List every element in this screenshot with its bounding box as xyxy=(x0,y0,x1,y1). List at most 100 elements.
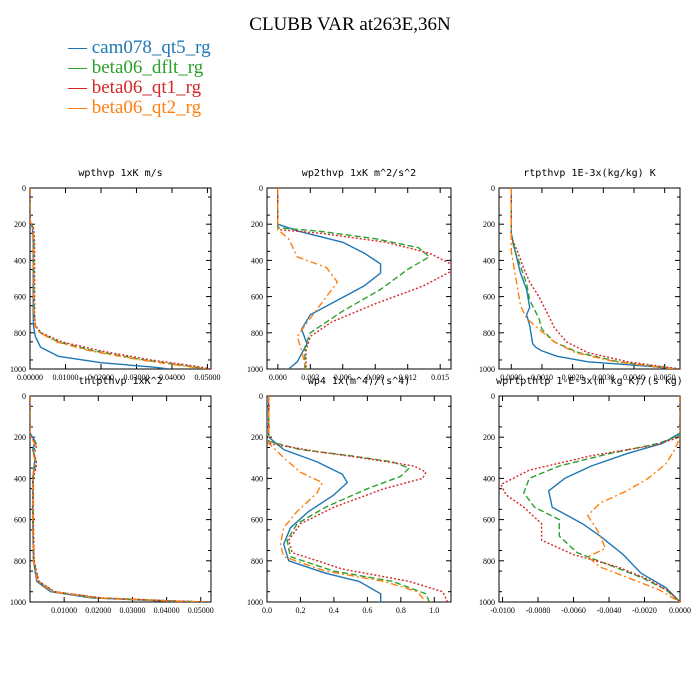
y-tick-label: 200 xyxy=(483,220,495,229)
y-tick-label: 200 xyxy=(251,433,263,442)
y-tick-label: 400 xyxy=(14,256,26,265)
x-tick-label: 0.012 xyxy=(399,373,417,382)
x-tick-label: 0.015 xyxy=(431,373,449,382)
chart-title: wp4 1x(m^4)/(s^4) xyxy=(308,376,410,387)
y-tick-label: 0 xyxy=(22,392,26,401)
chart-title: wpthvp 1xK m/s xyxy=(78,168,162,179)
x-tick-label: 0.0050 xyxy=(654,373,676,382)
plot-frame xyxy=(29,187,212,370)
chart-title: thlpthvp 1xK^2 xyxy=(78,376,162,387)
x-tick-label: 0.0040 xyxy=(623,373,645,382)
y-tick-label: 800 xyxy=(14,557,26,566)
legend-line-swatch: — xyxy=(68,37,92,58)
series-line-beta06_qt1_rg xyxy=(510,188,680,369)
x-tick-label: 1.0 xyxy=(429,606,439,615)
x-tick-label: 0.0 xyxy=(262,606,272,615)
y-tick-label: 200 xyxy=(14,433,26,442)
series-line-beta06_qt2_rg xyxy=(277,188,339,369)
x-tick-label: 0.01000 xyxy=(51,606,77,615)
y-tick-label: 400 xyxy=(251,474,263,483)
series-line-beta06_dflt_rg xyxy=(277,188,431,369)
series-line-beta06_dflt_rg xyxy=(510,188,677,369)
series-line-beta06_qt1_rg xyxy=(30,396,208,602)
x-tick-label: 0.03000 xyxy=(123,373,149,382)
y-tick-label: 1000 xyxy=(10,598,26,607)
x-tick-label: 0.006 xyxy=(334,373,352,382)
series-line-beta06_dflt_rg xyxy=(523,396,680,602)
x-tick-label: 0.009 xyxy=(366,373,384,382)
y-tick-label: 600 xyxy=(483,516,495,525)
y-tick-label: 0 xyxy=(491,392,495,401)
chart-panel: rtpthvp 1E-3x(kg/kg) K 0 200 400 600 800 1000 0… xyxy=(479,168,681,382)
x-tick-label: 0.02000 xyxy=(85,606,111,615)
x-tick-label: 0.0000 xyxy=(500,373,522,382)
legend-entry: — cam078_qt5_rg xyxy=(68,38,211,58)
y-tick-label: 0 xyxy=(259,184,263,193)
series-line-beta06_qt2_rg xyxy=(268,396,427,602)
legend-entry: — beta06_qt2_rg xyxy=(68,98,211,118)
x-tick-label: 0.04000 xyxy=(154,606,180,615)
figure-title: CLUBB VAR at263E,36N xyxy=(249,14,451,35)
y-tick-label: 1000 xyxy=(479,598,495,607)
x-tick-label: 0.2 xyxy=(295,606,305,615)
series-line-beta06_qt1_rg xyxy=(500,396,680,602)
x-tick-label: 0.03000 xyxy=(119,606,145,615)
y-tick-label: 600 xyxy=(483,293,495,302)
x-tick-label: 0.4 xyxy=(329,606,339,615)
y-tick-label: 400 xyxy=(483,474,495,483)
y-tick-label: 1000 xyxy=(10,365,26,374)
x-tick-label: 0.8 xyxy=(396,606,406,615)
x-tick-label: -0.0100 xyxy=(490,606,515,615)
x-tick-label: -0.0060 xyxy=(561,606,586,615)
x-tick-label: 0.0010 xyxy=(531,373,553,382)
y-tick-label: 1000 xyxy=(247,365,263,374)
series-line-beta06_qt2_rg xyxy=(587,396,680,602)
series-line-beta06_qt1_rg xyxy=(277,188,451,369)
series-line-beta06_qt1_rg xyxy=(268,396,449,602)
series-line-beta06_qt2_rg xyxy=(30,188,206,369)
x-tick-label: 0.04000 xyxy=(159,373,185,382)
series-line-beta06_qt2_rg xyxy=(510,188,674,369)
x-tick-label: 0.0000 xyxy=(669,606,691,615)
y-tick-label: 0 xyxy=(491,184,495,193)
y-tick-label: 200 xyxy=(14,220,26,229)
y-tick-label: 1000 xyxy=(479,365,495,374)
y-tick-label: 400 xyxy=(251,256,263,265)
x-tick-label: 0.05000 xyxy=(188,606,214,615)
legend-label: beta06_dflt_rg xyxy=(91,57,204,78)
y-tick-label: 800 xyxy=(251,557,263,566)
x-tick-label: -0.0080 xyxy=(526,606,551,615)
series-line-beta06_dflt_rg xyxy=(30,396,208,602)
y-tick-label: 600 xyxy=(251,516,263,525)
plot-frame xyxy=(498,395,681,603)
legend-line-swatch: — xyxy=(68,77,92,98)
plot-frame xyxy=(498,187,681,370)
series-line-cam078_qt5_rg xyxy=(30,396,201,602)
chart-panel: wp2thvp 1xK m^2/s^2 0 200 400 600 800 1000 0.00… xyxy=(247,168,452,382)
series-line-beta06_qt2_rg xyxy=(30,396,205,602)
y-tick-label: 800 xyxy=(14,329,26,338)
y-tick-label: 800 xyxy=(483,329,495,338)
y-tick-label: 800 xyxy=(483,557,495,566)
x-tick-label: 0.05000 xyxy=(194,373,220,382)
chart-title: wp2thvp 1xK m^2/s^2 xyxy=(302,168,416,179)
legend-label: cam078_qt5_rg xyxy=(91,37,211,58)
y-tick-label: 600 xyxy=(14,516,26,525)
y-tick-label: 400 xyxy=(14,474,26,483)
y-tick-label: 600 xyxy=(14,293,26,302)
y-tick-label: 1000 xyxy=(247,598,263,607)
y-tick-label: 0 xyxy=(259,392,263,401)
series-line-cam078_qt5_rg xyxy=(277,188,382,369)
series-line-cam078_qt5_rg xyxy=(510,188,677,369)
series-line-cam078_qt5_rg xyxy=(268,396,382,602)
plot-frame xyxy=(29,395,212,603)
legend-label: beta06_qt1_rg xyxy=(91,77,202,98)
x-tick-label: 0.02000 xyxy=(88,373,114,382)
plot-frame xyxy=(266,187,452,370)
legend-entry: — beta06_dflt_rg xyxy=(68,58,211,78)
x-tick-label: 0.0020 xyxy=(562,373,584,382)
chart-title: rtpthvp 1E-3x(kg/kg) K xyxy=(523,168,655,179)
